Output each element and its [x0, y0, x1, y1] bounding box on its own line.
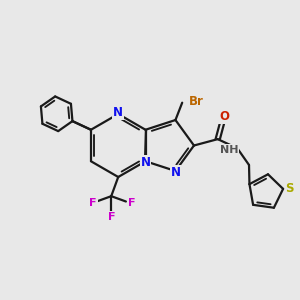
- Text: F: F: [89, 198, 97, 208]
- Text: Br: Br: [189, 95, 204, 108]
- Text: F: F: [108, 212, 116, 222]
- Text: S: S: [286, 182, 294, 195]
- Text: NH: NH: [220, 145, 238, 155]
- Text: N: N: [170, 166, 181, 179]
- Text: F: F: [128, 198, 135, 208]
- Text: N: N: [140, 156, 151, 169]
- Text: O: O: [219, 110, 229, 123]
- Text: N: N: [113, 106, 123, 119]
